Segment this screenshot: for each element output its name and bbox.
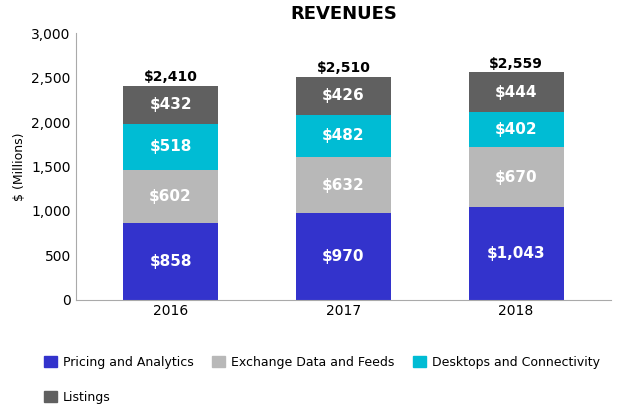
Text: $426: $426 [322,88,365,103]
Text: $970: $970 [322,249,365,264]
Text: $402: $402 [495,122,537,137]
Text: $432: $432 [149,97,192,112]
Text: $602: $602 [149,189,192,204]
Bar [296,213,391,300]
Bar [469,72,564,112]
Text: $482: $482 [322,129,365,144]
Bar [123,170,218,223]
Text: $632: $632 [322,178,365,193]
Text: $2,510: $2,510 [316,61,370,75]
Text: $1,043: $1,043 [487,246,546,261]
Y-axis label: $ (Millions): $ (Millions) [13,132,26,201]
Text: $858: $858 [149,254,192,269]
Text: $2,410: $2,410 [144,70,198,84]
Bar [469,207,564,300]
Bar [123,223,218,300]
Text: $670: $670 [495,170,537,185]
Legend: Listings: Listings [39,386,115,409]
Bar [296,77,391,114]
Bar [123,124,218,170]
Bar [469,148,564,207]
Bar [123,86,218,124]
Bar [469,112,564,148]
Text: $2,559: $2,559 [489,57,543,71]
Text: $518: $518 [149,139,192,154]
Bar [296,157,391,213]
Bar [296,114,391,157]
Title: REVENUES: REVENUES [290,5,397,23]
Text: $444: $444 [495,84,537,99]
